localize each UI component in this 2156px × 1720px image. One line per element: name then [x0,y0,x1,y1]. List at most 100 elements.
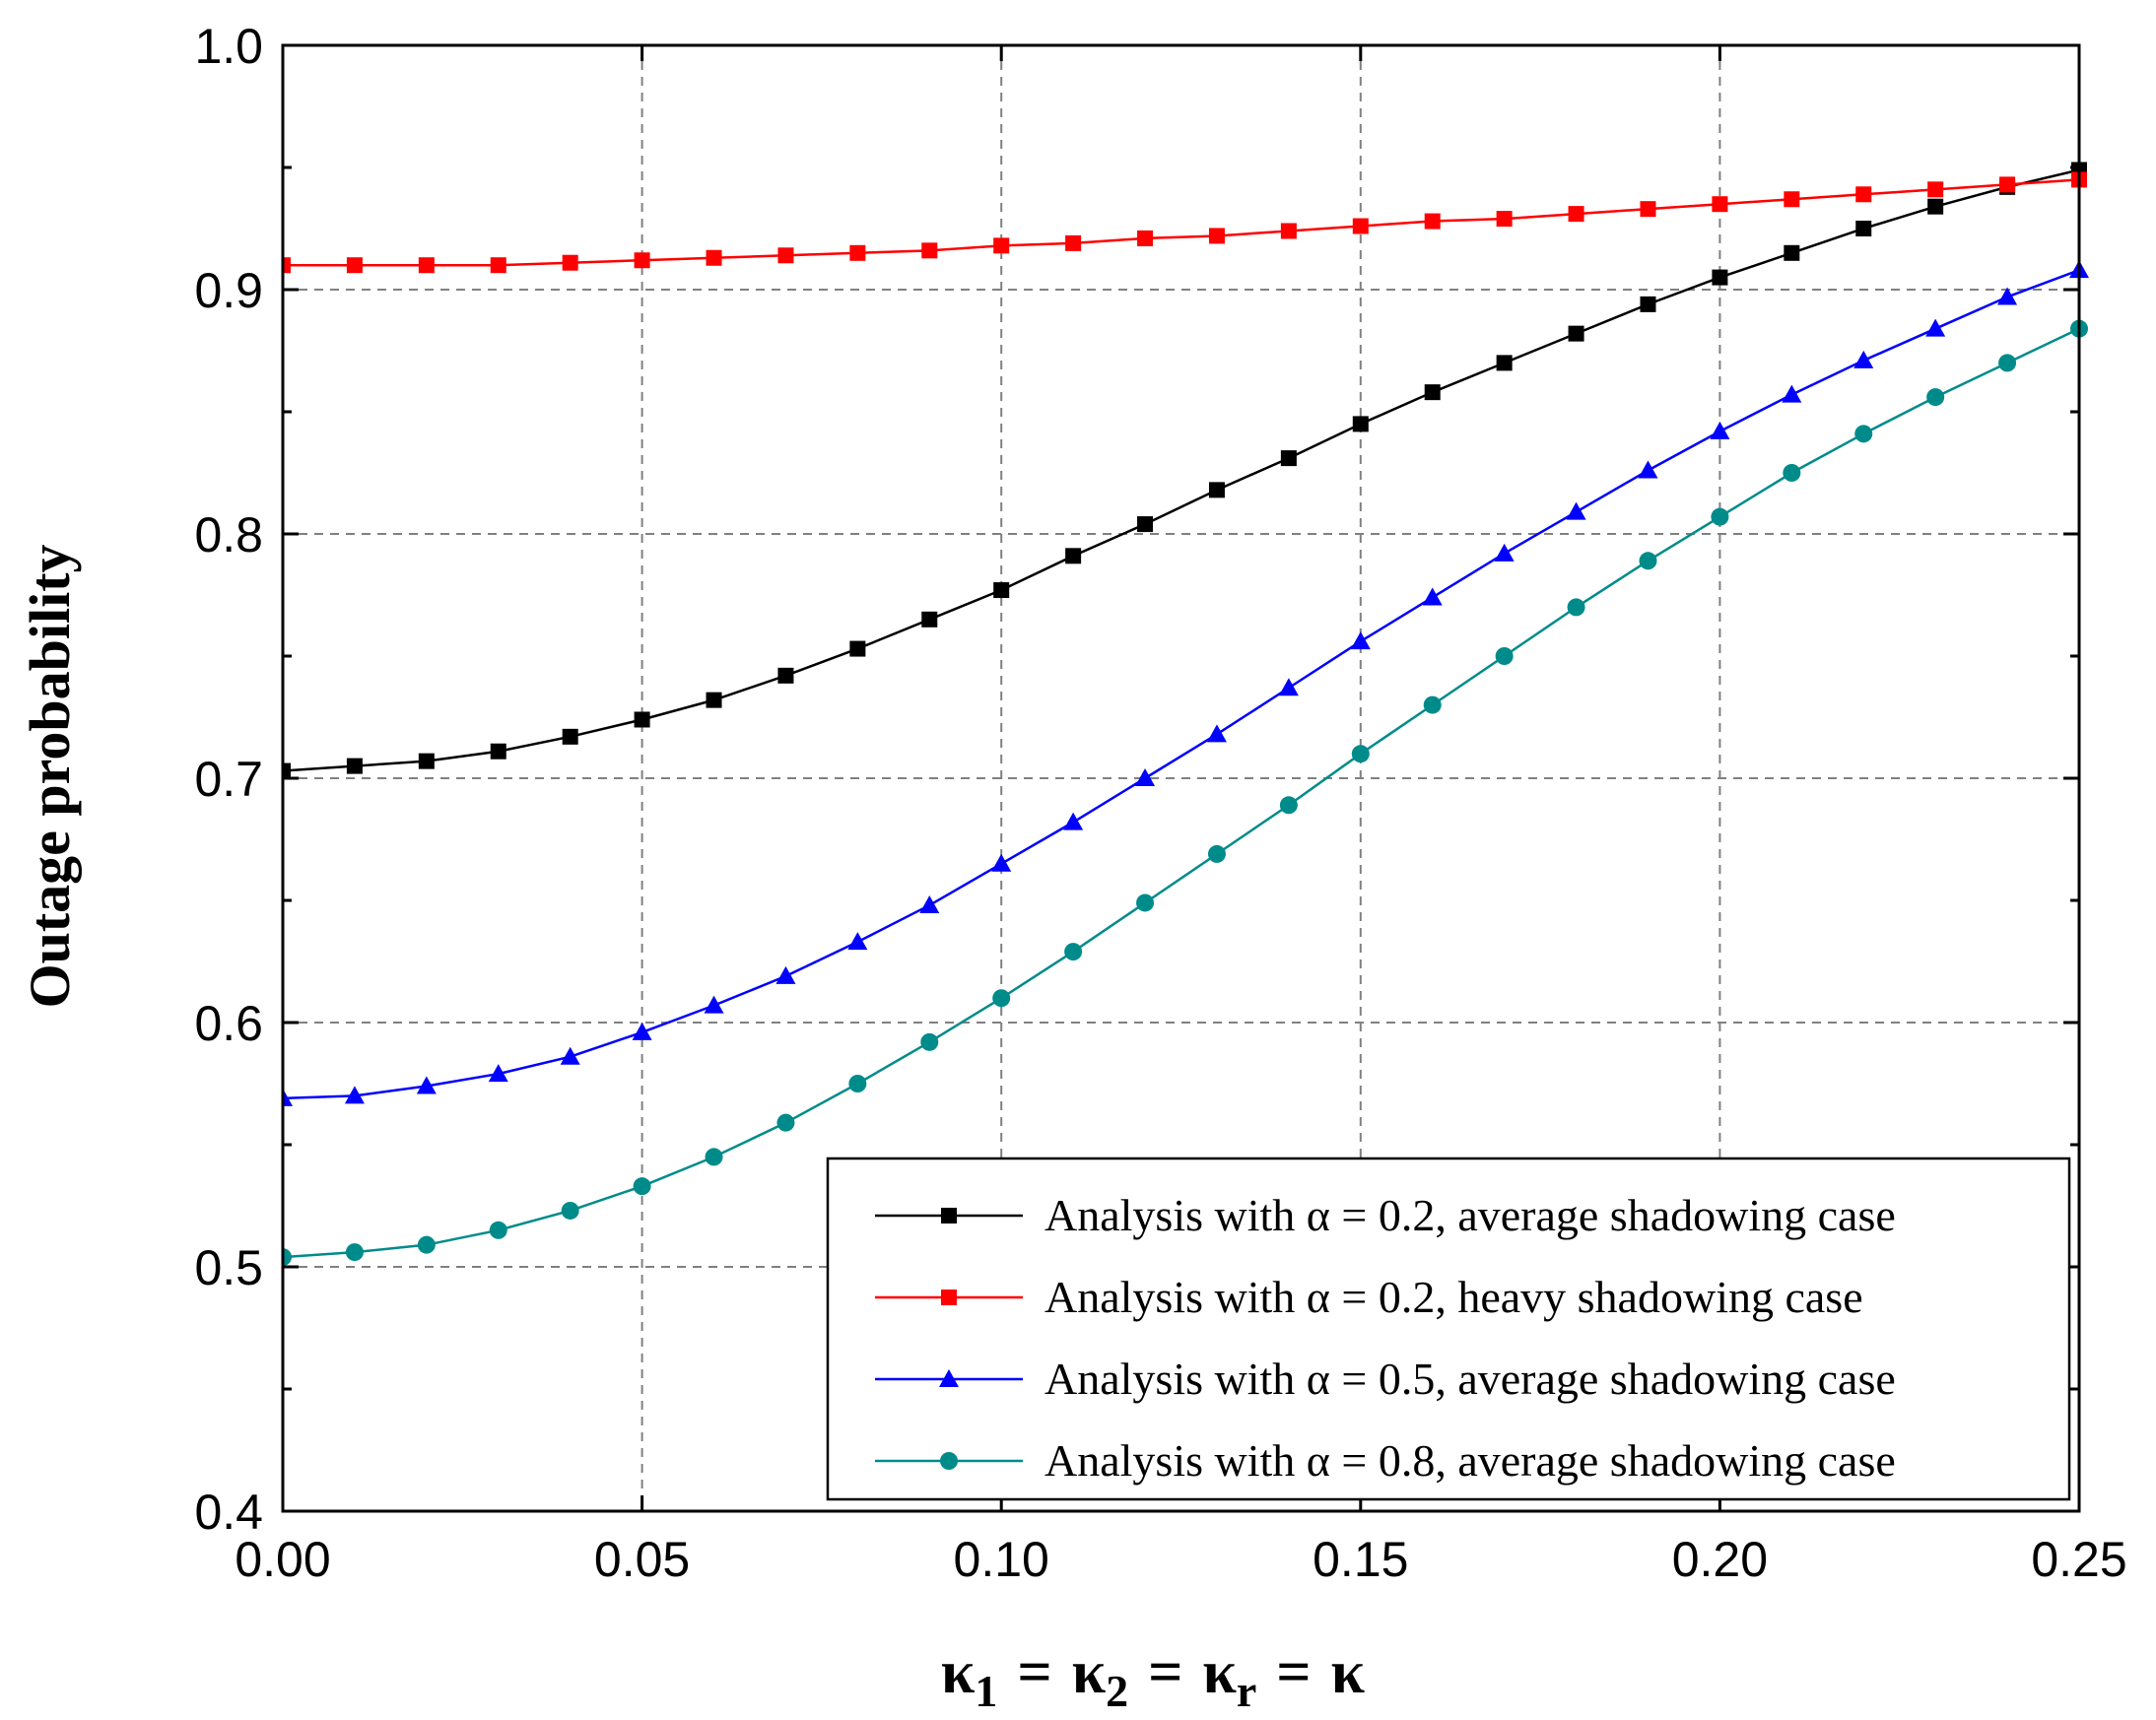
data-point [920,1032,939,1051]
data-point [1063,812,1084,830]
data-point [919,894,940,913]
data-point [1136,893,1155,912]
data-point [344,1086,365,1104]
data-point [1424,213,1441,230]
series-line [283,327,2080,1259]
x-tick-label: 0.15 [1313,1532,1408,1587]
data-point [1855,221,1872,236]
data-point [345,1243,364,1262]
legend-label: Analysis with α = 0.2, heavy shadowing c… [1044,1272,1863,1322]
legend-label: Analysis with α = 0.5, average shadowing… [1044,1354,1896,1404]
data-point [776,1113,795,1132]
legend-marker [941,1290,957,1305]
legend-entry-2: Analysis with α = 0.2, heavy shadowing c… [875,1272,1863,1322]
data-point [1712,269,1728,286]
series-4 [283,319,2088,1267]
y-tick-label: 0.5 [194,1240,263,1295]
data-point [1926,388,1945,407]
data-point [1783,464,1801,482]
y-tick-label: 0.9 [194,263,263,318]
data-point [1925,318,1946,337]
data-point [1495,647,1514,665]
y-axis-title: Outage probability [18,544,82,1008]
data-point [417,1235,436,1254]
data-point [993,237,1010,254]
data-point [1065,548,1082,564]
x-tick-label: 0.10 [954,1532,1049,1587]
x-label-kappa-1: κ [941,1639,975,1706]
data-point [1784,191,1800,208]
y-tick-label: 0.7 [194,752,263,807]
legend-marker [940,1452,958,1470]
data-point [1927,181,1944,198]
data-point [489,1221,507,1239]
data-point [283,1088,293,1106]
data-point [1280,223,1297,239]
data-point [993,582,1010,599]
data-point [283,257,291,274]
data-point [1064,943,1083,961]
data-point [1782,384,1802,403]
data-point [1853,350,1874,368]
x-label-sub-r: r [1237,1666,1256,1716]
data-point [1494,543,1515,562]
data-point [1207,844,1226,863]
data-point [1639,552,1657,570]
data-point [1999,176,2016,193]
data-point [921,611,938,628]
x-tick-label: 0.05 [594,1532,690,1587]
data-point [1640,296,1656,312]
data-point [1137,516,1154,533]
data-point [1927,198,1944,215]
x-label-sub-1: 1 [975,1666,997,1716]
data-point [1424,384,1441,401]
data-point [1567,598,1585,617]
data-point [418,257,435,274]
x-tick-label: 0.20 [1672,1532,1768,1587]
data-point [418,753,435,769]
data-point [706,249,722,266]
x-label-sub-2: 2 [1106,1666,1128,1716]
legend-box [826,1157,2071,1501]
data-point [1566,501,1586,520]
data-point [283,762,291,779]
data-point [1640,201,1656,218]
data-point [1208,228,1225,244]
data-point [1711,507,1729,526]
data-point [633,1177,651,1196]
data-point [991,853,1012,872]
series-line [283,178,2080,267]
data-point [1568,206,1584,223]
x-axis-title: κ1 = κ2 = κr = κ [941,1639,1365,1716]
data-point [1784,244,1800,261]
data-point [775,965,796,984]
data-point [704,995,724,1014]
data-point [849,244,866,261]
data-point [562,254,578,271]
x-label-kappa-r: κ [1202,1639,1236,1706]
y-tick-label: 0.8 [194,507,263,562]
data-point [1855,186,1872,203]
data-point [706,692,722,708]
data-point [346,758,363,774]
data-point [1496,211,1513,228]
data-point [1352,416,1369,432]
x-tick-label: 0.25 [2031,1532,2126,1587]
data-point [560,1046,580,1065]
data-point [847,932,868,951]
data-point [1280,450,1297,467]
data-point [1710,421,1730,439]
data-point [1997,287,2018,305]
data-point [1638,460,1658,479]
x-label-eq-2: = [1148,1639,1182,1706]
data-point [1712,196,1728,213]
legend-label: Analysis with α = 0.8, average shadowing… [1044,1435,1896,1486]
series-line [283,168,2080,772]
data-point [1350,631,1371,650]
data-point [1568,325,1584,342]
data-point [490,743,506,760]
x-label-eq-3: = [1276,1639,1311,1706]
data-point [1496,355,1513,371]
y-tick-label: 1.0 [194,19,263,74]
